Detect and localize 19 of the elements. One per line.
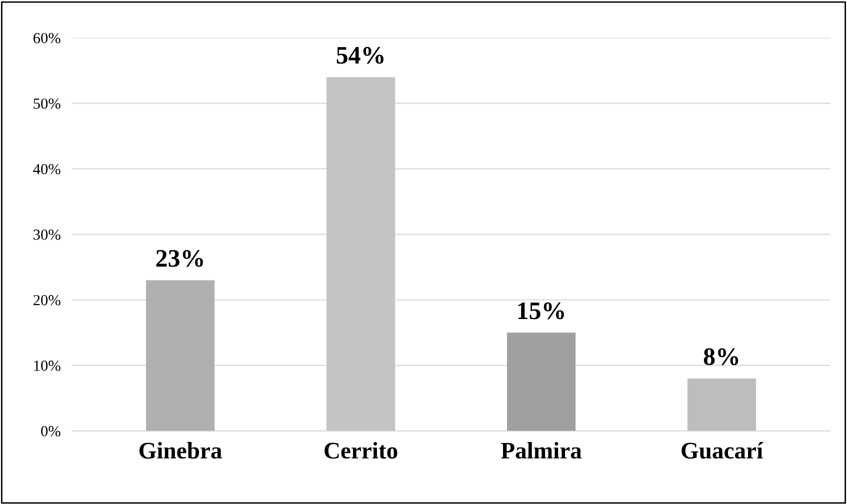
x-tick-label: Palmira xyxy=(501,442,582,459)
y-tick-label: 0% xyxy=(41,426,60,436)
y-tick-label: 30% xyxy=(34,230,60,240)
bar xyxy=(687,378,756,431)
y-tick-label: 40% xyxy=(33,164,60,174)
x-tick-label: Cerrito xyxy=(324,442,398,459)
bar xyxy=(146,280,215,431)
y-tick-label: 60% xyxy=(34,32,60,44)
x-tick-label: Ginebra xyxy=(139,442,222,459)
y-tick-label: 20% xyxy=(34,295,60,306)
data-label: 8% xyxy=(704,348,738,366)
data-label: 23% xyxy=(156,250,203,267)
y-tick-label: 50% xyxy=(34,98,60,109)
data-label: 15% xyxy=(518,302,564,320)
data-label: 54% xyxy=(336,46,384,64)
bar xyxy=(506,332,576,431)
x-tick-label: Guacarí xyxy=(682,442,764,459)
y-tick-label: 10% xyxy=(34,360,60,371)
bar xyxy=(326,77,396,431)
